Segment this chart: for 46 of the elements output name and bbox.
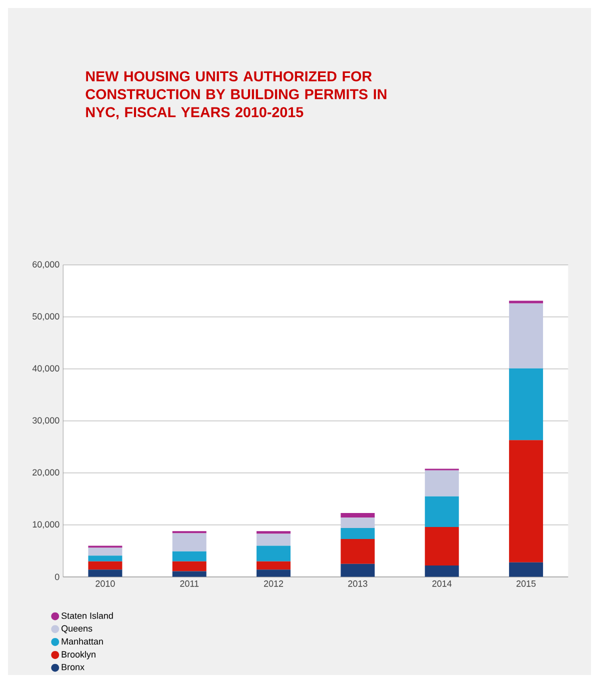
bar bbox=[424, 470, 459, 496]
bar bbox=[172, 551, 206, 562]
y-tick-label: 30,000 bbox=[32, 417, 60, 425]
y-tick-label: 60,000 bbox=[32, 261, 60, 269]
bar bbox=[88, 561, 122, 570]
bar bbox=[424, 496, 459, 527]
bar bbox=[172, 561, 206, 572]
x-tick-label: 2010 bbox=[96, 580, 115, 587]
bar bbox=[424, 526, 459, 566]
x-tick-label: 2014 bbox=[432, 580, 452, 587]
bar bbox=[256, 534, 291, 546]
chart-title: NEW HOUSING UNITS AUTHORIZED FOR CONSTRUCTION BY BUILDING PERMITS IN NYC, FISCAL YEARS 2010-2015 bbox=[86, 71, 386, 120]
bar bbox=[88, 570, 122, 577]
bar bbox=[340, 564, 375, 577]
bar bbox=[256, 570, 291, 577]
x-tick-label: 2012 bbox=[264, 580, 284, 587]
x-tick-label: 2013 bbox=[348, 580, 368, 587]
legend-label: Bronx bbox=[62, 664, 84, 670]
bar bbox=[340, 538, 375, 564]
bar bbox=[172, 571, 206, 577]
y-tick-label: 10,000 bbox=[32, 521, 60, 529]
bar bbox=[256, 531, 291, 534]
bar bbox=[88, 556, 122, 562]
legend-label: Staten Island bbox=[62, 612, 113, 619]
bar bbox=[340, 518, 375, 528]
x-tick-label: 2011 bbox=[180, 580, 199, 587]
legend-label: Brooklyn bbox=[62, 650, 96, 660]
y-tick-label: 20,000 bbox=[32, 469, 60, 477]
y-tick-label: 0 bbox=[54, 574, 60, 580]
bar bbox=[509, 303, 544, 368]
bar bbox=[340, 528, 375, 539]
bar bbox=[88, 548, 122, 556]
bar bbox=[256, 561, 291, 570]
bar bbox=[509, 368, 544, 440]
bar bbox=[509, 440, 544, 562]
x-tick-label: 2015 bbox=[516, 580, 536, 587]
bar bbox=[424, 565, 459, 577]
legend-label: Manhattan bbox=[62, 638, 103, 645]
y-tick-label: 50,000 bbox=[32, 313, 60, 321]
bar bbox=[172, 533, 206, 552]
bar bbox=[509, 562, 544, 577]
legend-label: Queens bbox=[62, 625, 92, 634]
y-tick-label: 40,000 bbox=[32, 365, 60, 373]
bar bbox=[340, 512, 375, 518]
bar bbox=[256, 546, 291, 562]
bar bbox=[509, 300, 544, 304]
